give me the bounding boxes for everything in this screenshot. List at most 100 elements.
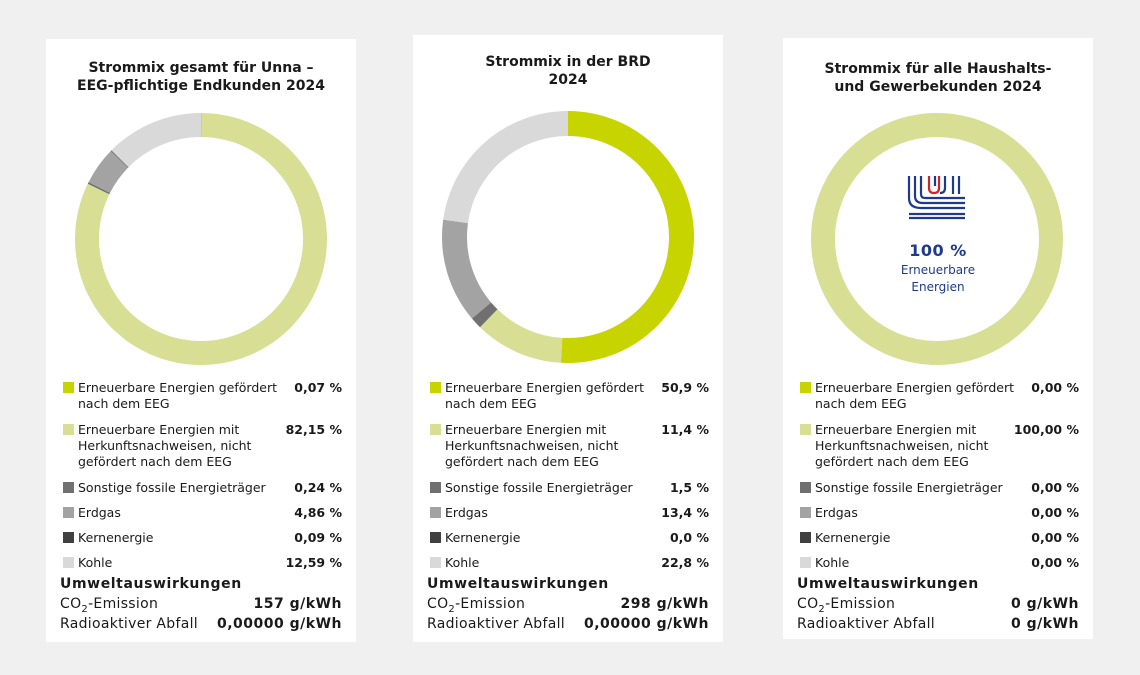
co2-value: 157 g/kWh xyxy=(253,596,342,612)
chart-card-households: Strommix für alle Haushalts- und Gewerbe… xyxy=(783,38,1093,639)
legend-value: 0,00 % xyxy=(1031,480,1079,495)
legend-label: Erneuerbare Energien gefördert nach dem … xyxy=(78,380,277,411)
unna-logo-icon xyxy=(907,174,967,224)
legend-value: 1,5 % xyxy=(669,480,709,495)
donut-chart xyxy=(811,113,1063,365)
legend-item-nuclear: Kernenergie 0,00 % xyxy=(798,530,1079,555)
legend-swatch xyxy=(800,424,811,435)
waste-value: 0,00000 g/kWh xyxy=(584,616,709,632)
legend-swatch xyxy=(800,482,811,493)
co2-row: CO2-Emission 0 g/kWh xyxy=(797,594,1079,615)
legend-value: 0,00 % xyxy=(1031,530,1079,545)
legend-swatch xyxy=(430,382,441,393)
legend-label: Erneuerbare Energien mit Herkunftsnachwe… xyxy=(445,422,619,469)
legend-swatch xyxy=(800,507,811,518)
legend-swatch xyxy=(63,507,74,518)
slice-renewable-eeg xyxy=(560,111,694,363)
legend-swatch xyxy=(63,557,74,568)
impact-heading: Umweltauswirkungen xyxy=(797,576,979,592)
co2-label: CO2-Emission xyxy=(427,596,526,615)
legend-item-nuclear: Kernenergie 0,09 % xyxy=(61,530,342,555)
legend-item-natural-gas: Erdgas 4,86 % xyxy=(61,505,342,530)
legend-item-other-fossil: Sonstige fossile Energieträger 1,5 % xyxy=(428,480,709,505)
donut-chart xyxy=(442,111,694,363)
waste-label: Radioaktiver Abfall xyxy=(427,616,565,632)
slice-renewable-hkn xyxy=(480,309,563,363)
slice-other-fossil xyxy=(87,182,111,195)
legend-item-nuclear: Kernenergie 0,0 % xyxy=(428,530,709,555)
legend-swatch xyxy=(63,532,74,543)
legend-value: 100,00 % xyxy=(1013,422,1079,437)
legend-swatch xyxy=(430,557,441,568)
legend-value: 0,24 % xyxy=(294,480,342,495)
co2-value: 0 g/kWh xyxy=(1011,596,1079,612)
slice-nuclear xyxy=(110,150,129,168)
slice-other-fossil xyxy=(471,302,498,328)
legend-item-renewable-eeg: Erneuerbare Energien gefördert nach dem … xyxy=(61,380,342,422)
legend: Erneuerbare Energien gefördert nach dem … xyxy=(428,380,709,577)
slice-natural-gas xyxy=(442,219,491,319)
legend-item-renewable-eeg: Erneuerbare Energien gefördert nach dem … xyxy=(798,380,1079,422)
legend-value: 50,9 % xyxy=(661,380,709,395)
impact-heading: Umweltauswirkungen xyxy=(60,576,242,592)
legend-label: Erdgas xyxy=(815,505,858,520)
legend-item-renewable-eeg: Erneuerbare Energien gefördert nach dem … xyxy=(428,380,709,422)
legend-swatch xyxy=(430,507,441,518)
legend-label: Sonstige fossile Energieträger xyxy=(445,480,633,495)
slice-coal xyxy=(111,113,201,168)
legend-swatch xyxy=(63,424,74,435)
legend-item-renewable-hkn: Erneuerbare Energien mit Herkunftsnachwe… xyxy=(61,422,342,480)
legend-item-coal: Kohle 12,59 % xyxy=(61,555,342,577)
legend-value: 0,00 % xyxy=(1031,555,1079,570)
slice-renewable-eeg xyxy=(201,113,202,138)
legend-value: 22,8 % xyxy=(661,555,709,570)
environmental-impact: Umweltauswirkungen CO2-Emission 157 g/kWh… xyxy=(60,574,342,634)
legend-value: 0,0 % xyxy=(669,530,709,545)
legend-swatch xyxy=(430,482,441,493)
legend-label: Kernenergie xyxy=(445,530,521,545)
legend-label: Sonstige fossile Energieträger xyxy=(78,480,266,495)
chart-title: Strommix in der BRD 2024 xyxy=(485,54,651,88)
chart-title: Strommix gesamt für Unna – EEG-pflichtig… xyxy=(77,60,325,94)
legend-value: 0,09 % xyxy=(294,530,342,545)
co2-label: CO2-Emission xyxy=(60,596,159,615)
legend-swatch xyxy=(800,532,811,543)
legend-item-coal: Kohle 22,8 % xyxy=(428,555,709,577)
waste-label: Radioaktiver Abfall xyxy=(797,616,935,632)
legend-value: 12,59 % xyxy=(285,555,342,570)
legend-value: 11,4 % xyxy=(661,422,709,437)
legend-item-coal: Kohle 0,00 % xyxy=(798,555,1079,577)
legend-label: Kohle xyxy=(78,555,113,570)
waste-value: 0 g/kWh xyxy=(1011,616,1079,632)
waste-row: Radioaktiver Abfall 0 g/kWh xyxy=(797,614,1079,634)
legend-swatch xyxy=(430,424,441,435)
legend: Erneuerbare Energien gefördert nach dem … xyxy=(798,380,1079,577)
legend-value: 82,15 % xyxy=(285,422,342,437)
legend-label: Kernenergie xyxy=(815,530,891,545)
legend-value: 4,86 % xyxy=(294,505,342,520)
slice-coal xyxy=(443,111,568,224)
chart-card-brd: Strommix in der BRD 2024 Erneuerbare Ene… xyxy=(413,35,723,642)
donut-chart xyxy=(75,113,327,366)
co2-row: CO2-Emission 157 g/kWh xyxy=(60,594,342,615)
center-percent: 100 % xyxy=(909,241,967,260)
legend-item-renewable-hkn: Erneuerbare Energien mit Herkunftsnachwe… xyxy=(428,422,709,480)
waste-label: Radioaktiver Abfall xyxy=(60,616,198,632)
waste-value: 0,00000 g/kWh xyxy=(217,616,342,632)
legend-label: Kohle xyxy=(815,555,850,570)
slice-natural-gas xyxy=(88,150,129,193)
environmental-impact: Umweltauswirkungen CO2-Emission 298 g/kWh… xyxy=(427,574,709,634)
legend-label: Sonstige fossile Energieträger xyxy=(815,480,1003,495)
legend-item-natural-gas: Erdgas 0,00 % xyxy=(798,505,1079,530)
co2-row: CO2-Emission 298 g/kWh xyxy=(427,594,709,615)
legend-value: 0,00 % xyxy=(1031,380,1079,395)
legend-label: Erdgas xyxy=(78,505,121,520)
legend: Erneuerbare Energien gefördert nach dem … xyxy=(61,380,342,577)
legend-item-other-fossil: Sonstige fossile Energieträger 0,24 % xyxy=(61,480,342,505)
legend-swatch xyxy=(800,557,811,568)
legend-swatch xyxy=(63,482,74,493)
co2-value: 298 g/kWh xyxy=(620,596,709,612)
co2-label: CO2-Emission xyxy=(797,596,896,615)
slice-renewable-hkn xyxy=(811,113,1063,365)
